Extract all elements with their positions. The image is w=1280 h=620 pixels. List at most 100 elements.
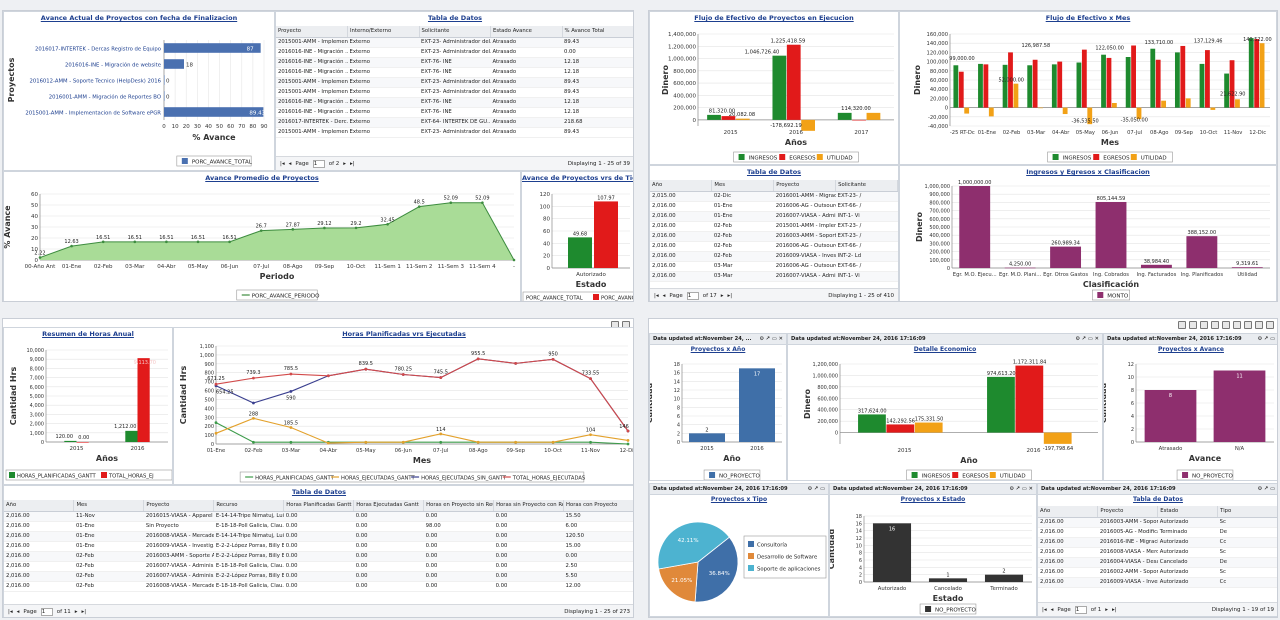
prev-page-icon[interactable]: ◂ <box>662 292 666 299</box>
panel-controls-icon[interactable]: ⚙ ↗ ▭ <box>807 486 825 492</box>
panel-title[interactable]: Tabla de Datos <box>746 168 802 176</box>
next-page-icon[interactable]: ▸ <box>343 160 347 167</box>
column-header[interactable]: % Avance Total <box>562 26 633 38</box>
panel-controls-icon[interactable]: ⚙ ↗ ▭ ✕ <box>1075 336 1099 342</box>
panel-title[interactable]: Proyectos x Avance <box>1158 346 1224 353</box>
panel-controls-icon[interactable]: ⚙ ↗ ▭ <box>1257 336 1275 342</box>
table-row[interactable]: 2015001-AMM - Implemen... Externo EXT-23- … <box>276 77 633 88</box>
table-row[interactable]: 2016017-INTERTEK - Derc... Externo EXT-64-… <box>276 117 633 128</box>
table-icon[interactable] <box>1222 321 1230 329</box>
last-page-icon[interactable]: ▸| <box>350 160 355 167</box>
column-header[interactable]: Año <box>650 180 713 192</box>
panel-title[interactable]: Proyectos x Estado <box>900 496 966 503</box>
table-row[interactable]: 2016016-INE - Migración ... Externo EXT-76… <box>276 107 633 118</box>
panel-title[interactable]: Tabla de Datos <box>427 14 483 22</box>
column-header[interactable]: Interno/Externo <box>347 26 420 38</box>
column-header[interactable]: Estado <box>1157 506 1219 518</box>
table-row[interactable]: 2,016.00 01-Ene Sin Proyecto E-18-18-Poll G… <box>4 521 633 532</box>
column-header[interactable]: Estado Avance <box>490 26 563 38</box>
grid-icon[interactable] <box>1211 321 1219 329</box>
table-row[interactable]: 2015001-AMM - Implemen... Externo EXT-23- … <box>276 127 633 138</box>
panel-title[interactable]: Proyectos x Año <box>690 346 746 353</box>
page-input[interactable]: 1 <box>1074 605 1087 614</box>
zoom-icon[interactable] <box>1189 321 1197 329</box>
page-input[interactable]: 1 <box>686 291 699 300</box>
panel-title[interactable]: Resumen de Horas Anual <box>42 330 134 338</box>
column-header[interactable]: Horas en Proyecto sin Reunio <box>423 500 495 512</box>
panel-title[interactable]: Tabla de Datos <box>1133 496 1183 503</box>
column-header[interactable]: Año <box>1038 506 1099 518</box>
panel-title[interactable]: Flujo de Efectivo de Proyectos en Ejecuc… <box>694 14 854 22</box>
panel-controls-icon[interactable]: ⚙ ↗ ▭ <box>1257 486 1275 492</box>
panel-title[interactable]: Detalle Economico <box>913 346 977 353</box>
panel-controls-icon[interactable]: ⚙ ↗ ▭ ✕ <box>759 336 783 342</box>
prev-page-icon[interactable]: ◂ <box>288 160 292 167</box>
table-row[interactable]: 2,016.00 02-Feb 2016007-VIASA - Adminis...… <box>4 561 633 572</box>
table-row[interactable]: 2,016.00 11-Nov 2016015-VIASA - Apparel ..… <box>4 511 633 522</box>
save-icon[interactable] <box>1266 321 1274 329</box>
column-header[interactable]: Recurso <box>213 500 285 512</box>
panel-controls-icon[interactable]: ⚙ ↗ ▭ ✕ <box>1009 486 1033 492</box>
table-row[interactable]: 2016016-INE - Migración ... Externo EXT-23… <box>276 47 633 58</box>
table-row[interactable]: 2016016-INE - Migración ... Externo EXT-76… <box>276 57 633 68</box>
last-page-icon[interactable]: ▸| <box>81 608 87 615</box>
column-header[interactable]: Tipo <box>1217 506 1277 518</box>
prev-page-icon[interactable]: ◂ <box>16 608 20 615</box>
next-page-icon[interactable]: ▸ <box>1105 606 1109 613</box>
column-header[interactable]: Horas sin Proyecto con Reunio <box>493 500 564 512</box>
last-page-icon[interactable]: ▸| <box>1112 606 1117 613</box>
page-input[interactable]: 1 <box>40 607 53 616</box>
column-header[interactable]: Proyecto <box>276 26 348 38</box>
print-icon[interactable] <box>1255 321 1263 329</box>
column-header[interactable]: Horas Planificadas Gantt <box>283 500 355 512</box>
first-page-icon[interactable]: |◂ <box>1042 606 1047 613</box>
table-row[interactable]: 2,016.00 02-Feb 2016008-VIASA - Mercade...… <box>4 581 633 592</box>
panel-title[interactable]: Flujo de Efectivo x Mes <box>1045 14 1131 22</box>
copy-icon[interactable] <box>1233 321 1241 329</box>
panel-title[interactable]: Avance Promedio de Proyectos <box>205 174 319 182</box>
column-header[interactable]: Solicitante <box>835 180 898 192</box>
table-row[interactable]: 2015001-AMM - Implemen... Externo EXT-23- … <box>276 87 633 98</box>
panel-title[interactable]: Proyectos x Tipo <box>710 496 768 503</box>
column-header[interactable]: Mes <box>711 180 775 192</box>
table-row[interactable]: 2,016.00 02-Feb 2016007-VIASA - Adminis...… <box>4 571 633 582</box>
next-page-icon[interactable]: ▸ <box>720 292 724 299</box>
filter-icon[interactable] <box>1244 321 1252 329</box>
table-row[interactable]: 2,016.00 01-Ene 2016008-VIASA - Mercade...… <box>4 531 633 542</box>
column-header[interactable]: Horas Ejecutadas Gantt <box>353 500 425 512</box>
panel-title[interactable]: Tabla de Datos <box>291 488 347 496</box>
panel-title[interactable]: Ingresos y Egresos x Clasificacion <box>1026 168 1150 176</box>
panel-title[interactable]: Avance de Proyectos vrs de Tiempo <box>522 174 633 182</box>
column-header[interactable]: Solicitante <box>419 26 491 38</box>
last-page-icon[interactable]: ▸| <box>727 292 733 299</box>
first-page-icon[interactable]: |◂ <box>654 292 659 299</box>
panel-title[interactable]: Horas Planificadas vrs Ejecutadas <box>342 330 466 338</box>
column-header[interactable]: Mes <box>73 500 145 512</box>
table-row[interactable]: 2016016-INE - Migración ... Externo EXT-76… <box>276 67 633 78</box>
column-header[interactable]: Proyecto <box>1097 506 1159 518</box>
next-page-icon[interactable]: ▸ <box>74 608 78 615</box>
move-icon[interactable] <box>1200 321 1208 329</box>
table-row[interactable]: 2016016-INE - Migración ... Externo EXT-76… <box>276 97 633 108</box>
table-row[interactable]: 2015001-AMM - Implemen... Externo EXT-23- … <box>276 37 633 48</box>
table-row[interactable]: 2,016.00 01-Ene 2016009-VIASA - Investig..… <box>4 541 633 552</box>
panel-title[interactable]: Avance Actual de Proyectos con fecha de … <box>40 14 238 22</box>
column-header[interactable]: Proyecto <box>143 500 215 512</box>
refresh-icon[interactable] <box>1178 321 1186 329</box>
